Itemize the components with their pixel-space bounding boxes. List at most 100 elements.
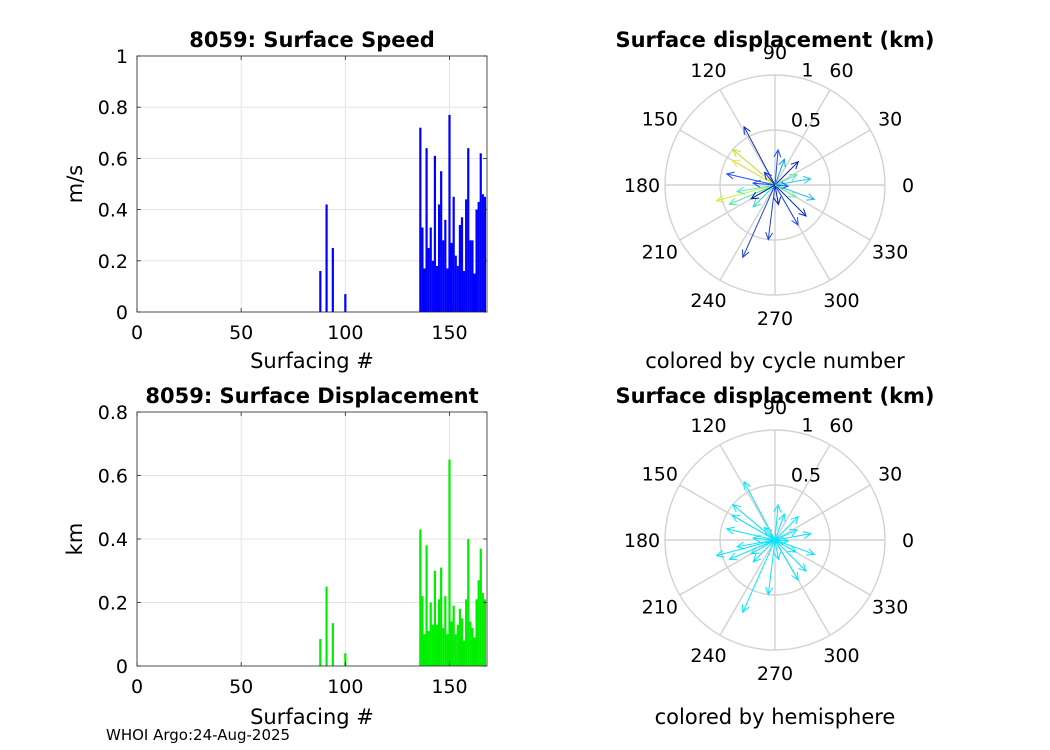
polar1-angle-label: 0	[902, 175, 914, 197]
polar1-arrow-head	[778, 158, 786, 168]
speed-bar	[423, 268, 426, 312]
polar1-arrow	[731, 159, 776, 186]
speed-bar	[471, 240, 474, 312]
polar2-arrow-head	[788, 529, 798, 537]
polar2-arrow	[774, 539, 797, 553]
polar1-spoke	[774, 129, 871, 186]
polar2-arrow	[774, 539, 799, 581]
polar1-arrow-head	[742, 249, 750, 259]
polar2-arrow-head	[780, 536, 790, 545]
polar2-arrow-head	[763, 526, 772, 536]
polar2-angle-label: 60	[829, 415, 853, 437]
speed-axes-box	[136, 55, 488, 313]
disp-bar	[431, 624, 434, 666]
polar1-angle-label: 330	[872, 242, 908, 264]
disp-bar	[462, 640, 466, 666]
polar2-angle-label: 30	[878, 464, 902, 486]
polar2-arrow	[774, 533, 811, 541]
disp-title: 8059: Surface Displacement	[145, 384, 478, 408]
disp-bar	[479, 548, 482, 666]
polar1-rtick-label: 0.5	[791, 110, 821, 132]
polar1-angle-label: 150	[642, 109, 678, 131]
polar1-arrow	[774, 184, 799, 226]
speed-bar	[419, 127, 422, 313]
polar2-angle-label: 150	[642, 464, 678, 486]
speed-bar	[442, 240, 445, 312]
speed-bar	[437, 204, 441, 312]
polar2-arrow	[742, 539, 776, 613]
polar1-arrow	[774, 184, 789, 187]
polar2-arrow	[752, 539, 776, 563]
polar2-angle-label: 300	[823, 645, 859, 667]
polar2-angle-label: 120	[690, 415, 726, 437]
polar2-arrow	[764, 527, 776, 541]
speed-bar	[444, 219, 447, 312]
disp-bar	[344, 653, 347, 666]
disp-bar	[469, 621, 472, 666]
speed-bar	[458, 224, 462, 312]
polar1-arrow-head	[798, 208, 807, 217]
speed-bar	[460, 217, 464, 312]
speed-bar	[467, 148, 470, 312]
polar2-arrow	[774, 504, 779, 541]
polar2-arrow-head	[715, 550, 725, 558]
footer-timestamp: WHOI Argo:24-Aug-2025	[106, 726, 291, 744]
polar2-rtick-label: 1	[801, 415, 813, 437]
polar2-arrow-head	[743, 480, 751, 490]
polar2-spoke	[719, 444, 776, 541]
polar2-arrow-head	[725, 526, 735, 535]
speed-bar	[477, 201, 480, 312]
disp-bar	[473, 637, 476, 666]
polar1-arrow-head	[787, 190, 797, 198]
speed-y-tick-label: 0.6	[98, 148, 128, 170]
polar2-arrow	[750, 539, 776, 555]
polar2-spoke	[774, 444, 831, 541]
polar1-angle-label: 180	[624, 175, 660, 197]
disp-x-axis-label: Surfacing #	[250, 705, 374, 729]
polar1-arrow	[752, 184, 776, 208]
polar1-arrow	[774, 161, 799, 186]
polar1-arrow	[774, 184, 807, 217]
polar1-angle-label: 270	[757, 308, 793, 330]
polar1-spoke	[774, 89, 831, 186]
speed-y-axis-label: m/s	[63, 165, 87, 203]
polar1-angle-label: 90	[763, 42, 787, 64]
polar1-arrow-head	[765, 231, 774, 241]
polar1-arrow	[750, 184, 776, 200]
disp-bar	[319, 639, 322, 666]
polar1-angle-label: 60	[829, 60, 853, 82]
disp-bar	[467, 539, 470, 666]
disp-bar	[429, 602, 432, 666]
polar2-arrow-head	[735, 541, 745, 550]
speed-bar	[454, 255, 457, 312]
polar1-arrow	[774, 149, 779, 186]
polar2-arrow	[732, 504, 776, 541]
disp-bar	[423, 634, 426, 666]
polar2-angle-label: 240	[690, 645, 726, 667]
polar1-arrow-head	[751, 179, 761, 188]
polar2-arrow	[774, 529, 798, 541]
speed-x-tick-label: 0	[131, 322, 143, 344]
disp-y-tick-label: 0.2	[98, 593, 128, 615]
polar1-arrow-head	[791, 216, 799, 227]
polar1-arrow-head	[750, 191, 760, 200]
polar1-arrow-head	[725, 171, 735, 180]
polar2-arrow-head	[787, 545, 797, 553]
polar2-arrow-head	[773, 551, 782, 561]
disp-bar	[446, 634, 449, 666]
speed-bar	[433, 155, 437, 312]
speed-bar	[344, 294, 347, 312]
polar2-arrow-head	[791, 571, 799, 582]
polar2-spoke	[774, 484, 871, 541]
polar1-arrow-head	[773, 148, 782, 158]
polar2-caption: colored by hemisphere	[655, 705, 896, 729]
disp-x-tick-label: 50	[229, 676, 253, 698]
polar2-arrow	[731, 514, 776, 541]
polar2-arrow-head	[806, 548, 816, 556]
polar1-caption: colored by cycle number	[645, 349, 905, 373]
disp-bar	[425, 545, 428, 666]
polar2-arrow-head	[731, 514, 741, 523]
polar1-arrow	[729, 184, 776, 205]
speed-bar	[469, 240, 472, 312]
speed-bar	[475, 209, 478, 312]
